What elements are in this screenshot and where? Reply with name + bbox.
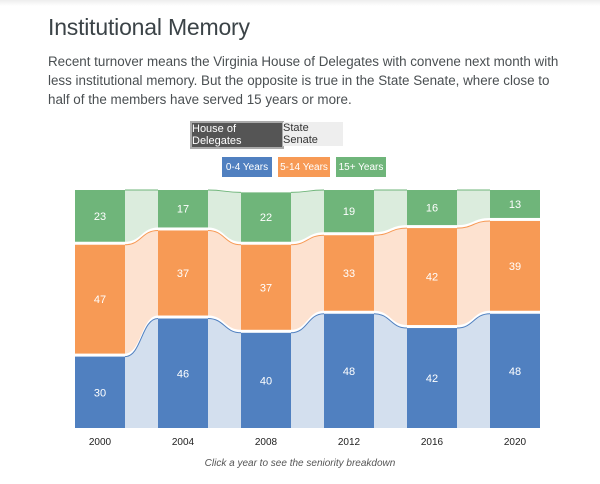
data-label: 30 xyxy=(94,387,106,399)
x-tick-label[interactable]: 2012 xyxy=(338,437,361,448)
flow-15-years-2016 xyxy=(457,190,490,226)
x-tick-label[interactable]: 2008 xyxy=(255,437,278,448)
toggle-house-of-delegates[interactable]: House of Delegates xyxy=(190,121,284,149)
flow-15-years-2008 xyxy=(291,190,324,242)
data-label: 46 xyxy=(177,368,189,380)
flow-0-4-years-2004 xyxy=(208,318,241,428)
flow-edge xyxy=(290,313,325,334)
data-label: 17 xyxy=(177,204,189,216)
chart-caption: Click a year to see the seniority breakd… xyxy=(204,458,396,469)
data-label: 48 xyxy=(343,366,355,378)
bar-2000-15-years[interactable] xyxy=(75,190,125,242)
legend-15-plus-years[interactable]: 15+ Years xyxy=(336,157,386,177)
data-label: 22 xyxy=(260,212,272,224)
data-label: 33 xyxy=(343,268,355,280)
flow-edge xyxy=(207,318,242,334)
toggle-state-senate[interactable]: State Senate xyxy=(283,122,343,146)
flow-edge xyxy=(124,318,159,358)
flow-5-14-years-2016 xyxy=(457,220,490,326)
bar-2008-0-4-years[interactable] xyxy=(241,332,291,428)
data-label: 42 xyxy=(426,272,438,284)
flow-edge xyxy=(456,220,491,229)
legend-0-4-years[interactable]: 0-4 Years xyxy=(222,157,272,177)
bar-2012-5-14-years[interactable] xyxy=(324,235,374,311)
flow-edge xyxy=(207,229,242,246)
bar-2000-5-14-years[interactable] xyxy=(75,244,125,354)
bar-2004-0-4-years[interactable] xyxy=(158,318,208,428)
flow-edge xyxy=(456,313,491,329)
flow-edge xyxy=(373,227,408,236)
flow-0-4-years-2016 xyxy=(457,313,490,428)
top-shadow xyxy=(0,0,600,6)
x-tick-label[interactable]: 2000 xyxy=(89,437,112,448)
legend-5-14-years[interactable]: 5-14 Years xyxy=(278,157,330,177)
data-label: 39 xyxy=(509,261,521,273)
intro-text: Recent turnover means the Virginia House… xyxy=(48,54,559,107)
flow-15-years-2004 xyxy=(208,190,241,242)
flow-15-years-2012 xyxy=(374,190,407,233)
data-label: 23 xyxy=(94,211,106,223)
bar-2012-0-4-years[interactable] xyxy=(324,313,374,428)
data-label: 37 xyxy=(260,282,272,294)
flow-edge xyxy=(207,189,242,193)
flow-edge xyxy=(290,234,325,246)
data-label: 47 xyxy=(94,294,106,306)
x-tick-label[interactable]: 2016 xyxy=(421,437,444,448)
bar-2020-15-years[interactable] xyxy=(490,190,540,218)
flow-15-years-2000 xyxy=(125,190,158,242)
bar-2016-0-4-years[interactable] xyxy=(407,328,457,428)
bar-2000-0-4-years[interactable] xyxy=(75,356,125,428)
flow-5-14-years-2008 xyxy=(291,235,324,330)
data-label: 19 xyxy=(343,206,355,218)
flow-0-4-years-2000 xyxy=(125,318,158,428)
bar-2016-15-years[interactable] xyxy=(407,190,457,226)
bar-2008-5-14-years[interactable] xyxy=(241,244,291,330)
bar-2004-5-14-years[interactable] xyxy=(158,230,208,316)
flow-0-4-years-2012 xyxy=(374,313,407,428)
flow-0-4-years-2008 xyxy=(291,313,324,428)
bar-2020-0-4-years[interactable] xyxy=(490,313,540,428)
flow-edge xyxy=(124,229,159,246)
data-label: 40 xyxy=(260,375,272,387)
data-label: 16 xyxy=(426,203,438,215)
bar-2016-5-14-years[interactable] xyxy=(407,228,457,326)
flow-5-14-years-2012 xyxy=(374,228,407,326)
data-label: 42 xyxy=(426,373,438,385)
x-tick-label[interactable]: 2004 xyxy=(172,437,195,448)
bar-2020-5-14-years[interactable] xyxy=(490,220,540,311)
flow-5-14-years-2000 xyxy=(125,230,158,354)
bar-2004-15-years[interactable] xyxy=(158,190,208,228)
flow-5-14-years-2004 xyxy=(208,230,241,330)
bar-2012-15-years[interactable] xyxy=(324,190,374,233)
x-tick-label[interactable]: 2020 xyxy=(504,437,527,448)
data-label: 48 xyxy=(509,366,521,378)
data-label: 13 xyxy=(509,199,521,211)
page-title: Institutional Memory xyxy=(48,14,250,40)
flow-edge xyxy=(290,189,325,193)
bar-2008-15-years[interactable] xyxy=(241,192,291,242)
flow-edge xyxy=(373,313,408,329)
data-label: 37 xyxy=(177,268,189,280)
